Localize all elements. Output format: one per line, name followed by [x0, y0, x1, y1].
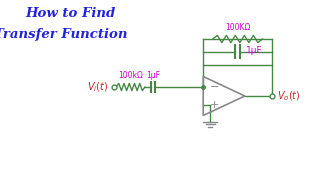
Text: −: − — [210, 82, 219, 92]
Text: 100KΩ: 100KΩ — [225, 23, 250, 32]
Text: Transfer Function: Transfer Function — [0, 28, 128, 41]
Text: 1μF: 1μF — [246, 46, 262, 55]
Text: 1μF: 1μF — [146, 71, 160, 80]
Text: +: + — [210, 100, 219, 110]
Text: $V_o(t)$: $V_o(t)$ — [277, 89, 300, 103]
Text: $V_i(t)$: $V_i(t)$ — [87, 80, 109, 94]
Text: 100kΩ: 100kΩ — [118, 71, 143, 80]
Text: How to Find: How to Find — [25, 7, 116, 20]
